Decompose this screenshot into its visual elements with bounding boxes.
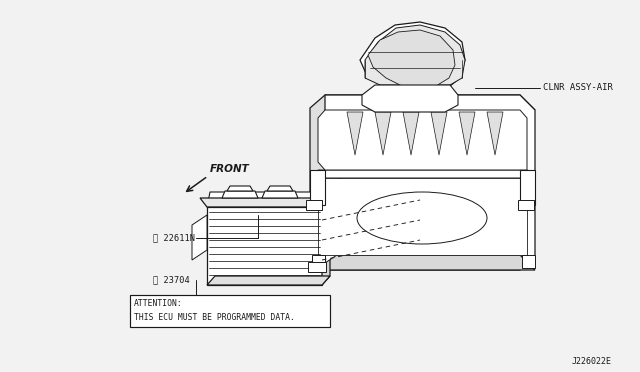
Polygon shape [312, 255, 325, 268]
Polygon shape [192, 215, 207, 260]
Polygon shape [310, 170, 325, 205]
Polygon shape [267, 186, 293, 191]
Text: FRONT: FRONT [210, 164, 250, 174]
Ellipse shape [357, 192, 487, 244]
Polygon shape [200, 198, 322, 207]
Text: ※ 23704: ※ 23704 [153, 276, 189, 285]
Polygon shape [459, 112, 475, 155]
Polygon shape [347, 112, 363, 155]
Text: THIS ECU MUST BE PROGRAMMED DATA.: THIS ECU MUST BE PROGRAMMED DATA. [134, 312, 295, 321]
Polygon shape [368, 30, 455, 88]
Polygon shape [322, 220, 337, 265]
Polygon shape [318, 170, 535, 178]
Polygon shape [207, 276, 330, 285]
Polygon shape [306, 200, 322, 210]
Text: J226022E: J226022E [572, 357, 612, 366]
Polygon shape [362, 85, 458, 112]
Polygon shape [522, 255, 535, 268]
Polygon shape [262, 191, 298, 198]
Polygon shape [487, 112, 503, 155]
Polygon shape [310, 255, 535, 270]
Polygon shape [310, 95, 340, 270]
Polygon shape [360, 22, 465, 95]
Text: ATTENTION:: ATTENTION: [134, 299, 183, 308]
Polygon shape [431, 112, 447, 155]
Polygon shape [318, 110, 527, 170]
Polygon shape [322, 198, 330, 285]
FancyBboxPatch shape [130, 295, 330, 327]
Polygon shape [207, 178, 340, 207]
Polygon shape [518, 200, 534, 210]
Polygon shape [520, 170, 535, 205]
Polygon shape [227, 186, 253, 191]
Polygon shape [325, 95, 535, 110]
Polygon shape [308, 262, 326, 272]
Polygon shape [365, 25, 465, 85]
Polygon shape [318, 178, 527, 255]
Text: ※ 22611N: ※ 22611N [153, 234, 195, 243]
Text: CLNR ASSY-AIR: CLNR ASSY-AIR [543, 83, 613, 93]
Polygon shape [375, 112, 391, 155]
Polygon shape [325, 95, 535, 270]
Polygon shape [222, 191, 258, 198]
Polygon shape [403, 112, 419, 155]
Polygon shape [207, 207, 322, 285]
